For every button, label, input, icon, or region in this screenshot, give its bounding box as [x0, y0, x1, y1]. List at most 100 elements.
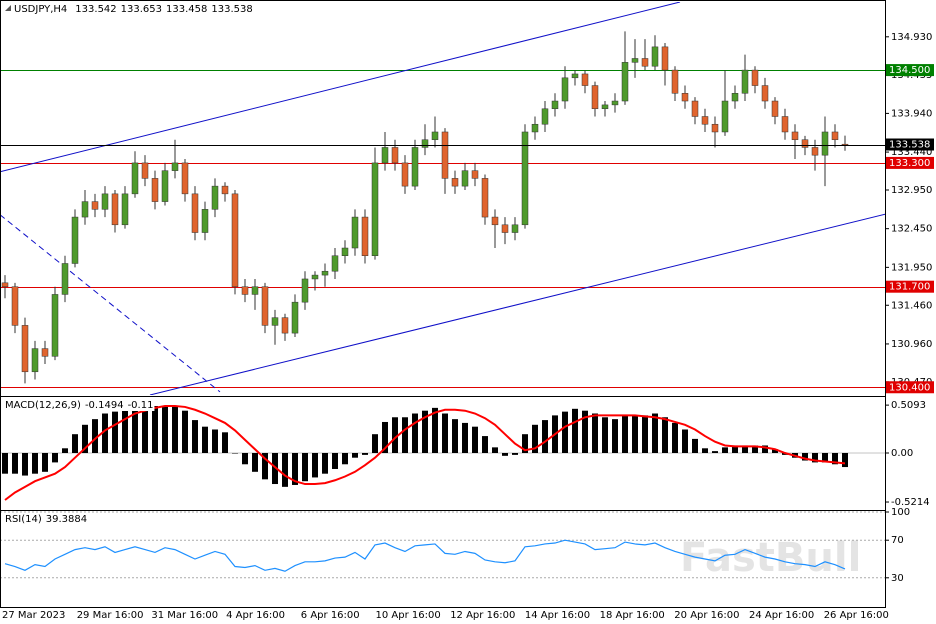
- macd-bar: [42, 453, 48, 472]
- price-label-box: [886, 138, 934, 151]
- macd-bar: [52, 453, 58, 463]
- macd-bar: [602, 417, 608, 453]
- macd-bar: [412, 413, 418, 453]
- macd-bar: [202, 426, 208, 453]
- y-tick-label: 30: [891, 573, 904, 584]
- macd-bar: [222, 432, 228, 453]
- candle-body: [661, 46, 669, 71]
- x-tick-label: 27 Mar 2023: [2, 610, 65, 621]
- candle-body: [281, 317, 289, 334]
- macd-bar: [152, 405, 158, 453]
- macd-bar: [512, 453, 518, 455]
- candle-body: [61, 263, 69, 295]
- candle-body: [531, 123, 539, 133]
- candle-body: [451, 178, 459, 187]
- y-tick-label: 131.950: [891, 262, 932, 273]
- macd-bar: [212, 429, 218, 453]
- macd-bar: [582, 410, 588, 453]
- macd-bar: [342, 453, 348, 465]
- price-label-box: [886, 64, 934, 77]
- macd-bar: [372, 434, 378, 453]
- candle-body: [631, 58, 639, 63]
- candle-body: [691, 100, 699, 117]
- x-tick-label: 12 Apr 16:00: [450, 610, 515, 621]
- candle-body: [701, 116, 709, 125]
- macd-bar: [232, 453, 238, 454]
- macd-bar: [532, 424, 538, 453]
- candle-body: [671, 69, 679, 94]
- y-tick-label: 132.450: [891, 224, 932, 235]
- candle-body: [581, 73, 589, 86]
- candle-body: [821, 131, 829, 156]
- macd-bar: [672, 422, 678, 453]
- candle-body: [341, 247, 349, 256]
- candle-body: [171, 162, 179, 171]
- macd-bar: [102, 413, 108, 453]
- macd-bar: [812, 453, 818, 463]
- macd-bar: [422, 410, 428, 453]
- candle-body: [781, 116, 789, 133]
- candle-body: [501, 224, 509, 233]
- x-tick-label: 14 Apr 16:00: [525, 610, 590, 621]
- price-label: 131.700: [889, 282, 930, 293]
- x-tick-label: 26 Apr 16:00: [824, 610, 889, 621]
- y-tick-label: 134.930: [891, 32, 932, 43]
- macd-bar: [702, 448, 708, 453]
- open-value: 133.542: [75, 4, 116, 15]
- candle-body: [131, 162, 139, 195]
- candle-body: [51, 294, 59, 357]
- macd-bar: [842, 453, 848, 468]
- rsi-value: 39.3884: [46, 514, 87, 525]
- candle-body: [401, 162, 409, 187]
- macd-bar: [752, 445, 758, 453]
- candle-body: [1, 282, 9, 287]
- candle-body: [651, 46, 659, 67]
- macd-bar: [12, 453, 18, 474]
- candle-body: [481, 178, 489, 218]
- candle-body: [471, 170, 479, 179]
- rsi-header: RSI(14) 39.3884: [5, 514, 87, 525]
- candle-body: [21, 325, 29, 373]
- macd-bar: [162, 405, 168, 453]
- candle-body: [541, 108, 549, 125]
- header-background: [13, 4, 254, 15]
- candle-body: [101, 193, 109, 210]
- macd-bar: [272, 453, 278, 485]
- y-tick-label: 131.460: [891, 300, 932, 311]
- macd-bar: [192, 420, 198, 453]
- candle-body: [561, 77, 569, 102]
- high-value: 133.653: [121, 4, 162, 15]
- macd-value: -0.1494: [85, 400, 124, 411]
- candle-body: [591, 85, 599, 110]
- macd-bar: [322, 453, 328, 474]
- macd-bar: [22, 453, 28, 476]
- macd-bar: [82, 424, 88, 453]
- macd-bar: [312, 453, 318, 478]
- macd-bar: [62, 448, 68, 453]
- x-tick-label: 18 Apr 16:00: [600, 610, 665, 621]
- x-tick-label: 29 Mar 16:00: [77, 610, 144, 621]
- candle-body: [221, 185, 229, 195]
- candle-body: [241, 286, 249, 295]
- macd-bar: [462, 422, 468, 453]
- candle-body: [521, 131, 529, 226]
- macd-bar: [542, 420, 548, 453]
- header-background: [4, 400, 155, 411]
- y-tick-label: -0.5214: [891, 497, 930, 508]
- candle-body: [301, 278, 309, 303]
- macd-bar: [772, 449, 778, 453]
- signal-value: -0.11: [128, 400, 154, 411]
- macd-bar: [622, 415, 628, 453]
- candle-body: [261, 286, 269, 326]
- candle-body: [391, 147, 399, 164]
- x-tick-label: 10 Apr 16:00: [376, 610, 441, 621]
- x-tick-label: 24 Apr 16:00: [749, 610, 814, 621]
- macd-bar: [362, 453, 368, 455]
- candle-body: [321, 270, 329, 276]
- x-tick-label: 4 Apr 16:00: [226, 610, 285, 621]
- candle-body: [771, 100, 779, 117]
- header-background: [4, 514, 89, 525]
- macd-bar: [732, 445, 738, 453]
- candle-body: [381, 147, 389, 164]
